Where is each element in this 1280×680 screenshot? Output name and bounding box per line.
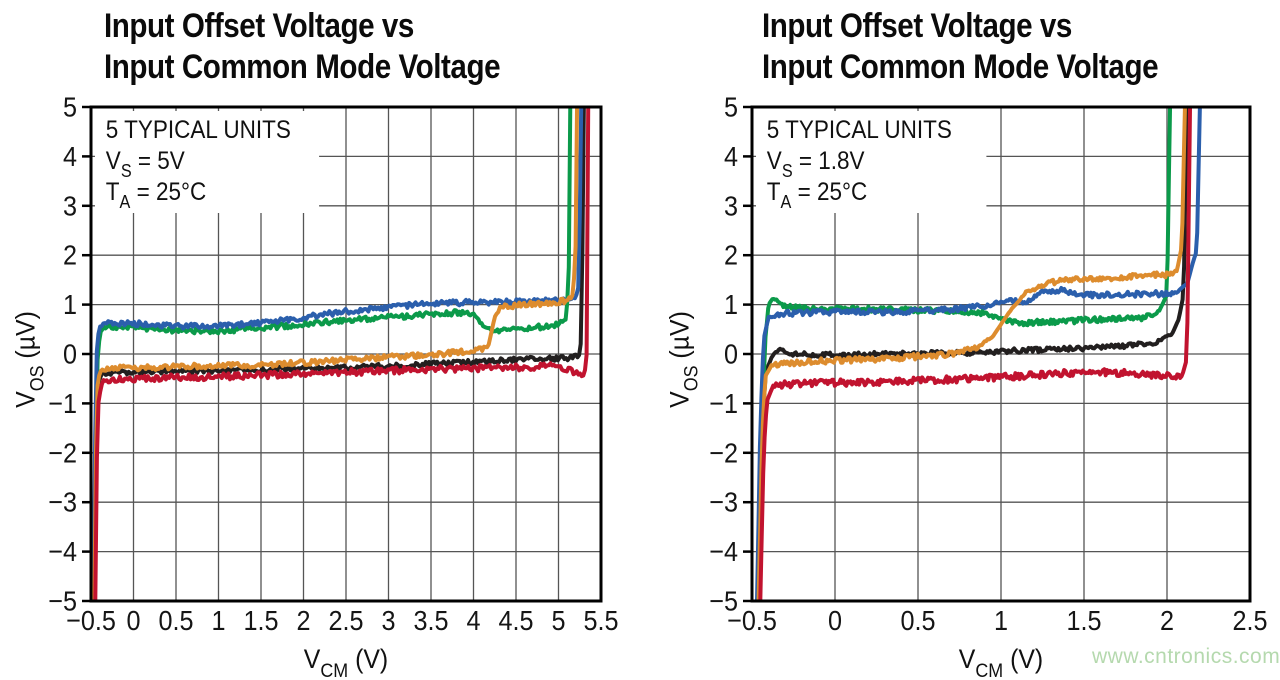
svg-text:5: 5 xyxy=(63,91,77,123)
svg-text:−0.5: −0.5 xyxy=(727,605,777,637)
chart-vs1p8: Input Offset Voltage vs Input Common Mod… xyxy=(640,0,1280,680)
svg-text:2.5: 2.5 xyxy=(1232,605,1267,637)
svg-text:−2: −2 xyxy=(709,437,738,469)
svg-text:−1: −1 xyxy=(48,388,77,420)
chart-title-line2: Input Common Mode Voltage xyxy=(762,48,1159,86)
y-axis-label: VOS (µV) xyxy=(664,311,703,408)
svg-text:2: 2 xyxy=(1160,605,1174,637)
svg-text:4: 4 xyxy=(63,141,77,173)
svg-text:−5: −5 xyxy=(48,585,77,617)
conditions-annotation: 5 TYPICAL UNITS VS = 5V TA = 25°C xyxy=(95,111,320,213)
svg-text:1: 1 xyxy=(994,605,1008,637)
svg-text:1.5: 1.5 xyxy=(1066,605,1101,637)
svg-text:2: 2 xyxy=(724,239,738,271)
svg-text:5.5: 5.5 xyxy=(583,605,618,637)
svg-text:−5: −5 xyxy=(709,585,738,617)
svg-text:2.5: 2.5 xyxy=(328,605,363,637)
chart-title: Input Offset Voltage vs Input Common Mod… xyxy=(104,6,501,88)
svg-text:0: 0 xyxy=(63,338,77,370)
chart-title-line1: Input Offset Voltage vs xyxy=(104,7,414,45)
svg-text:2: 2 xyxy=(63,239,77,271)
svg-text:3.5: 3.5 xyxy=(413,605,448,637)
svg-text:0.5: 0.5 xyxy=(158,605,193,637)
conditions-annotation: 5 TYPICAL UNITS VS = 1.8V TA = 25°C xyxy=(756,111,987,213)
plot-area: 5 4 3 2 1 0 −1 −2 −3 −4 −5−0.5 0 0.5 1 1.5 2 2.5 3 3.5 4 4.5… xyxy=(48,91,618,637)
svg-text:3: 3 xyxy=(381,605,395,637)
y-axis-label: VOS (µV) xyxy=(10,311,49,408)
chart-title-line1: Input Offset Voltage vs xyxy=(762,7,1072,45)
chart-title: Input Offset Voltage vs Input Common Mod… xyxy=(762,6,1159,88)
svg-text:0: 0 xyxy=(126,605,140,637)
svg-text:0: 0 xyxy=(724,338,738,370)
svg-text:5: 5 xyxy=(551,605,565,637)
svg-text:−2: −2 xyxy=(48,437,77,469)
x-axis-label: VCM (V) xyxy=(958,644,1044,680)
svg-text:3: 3 xyxy=(724,190,738,222)
svg-text:1: 1 xyxy=(724,289,738,321)
svg-text:5: 5 xyxy=(724,91,738,123)
svg-text:4.5: 4.5 xyxy=(498,605,533,637)
svg-text:0.5: 0.5 xyxy=(900,605,935,637)
svg-text:1: 1 xyxy=(63,289,77,321)
watermark: www.cntronics.com xyxy=(1092,645,1280,668)
svg-text:−4: −4 xyxy=(709,536,738,568)
svg-text:−4: −4 xyxy=(48,536,77,568)
svg-text:3: 3 xyxy=(63,190,77,222)
chart-title-line2: Input Common Mode Voltage xyxy=(104,48,501,86)
svg-text:4: 4 xyxy=(466,605,480,637)
plot-area: 5 4 3 2 1 0 −1 −2 −3 −4 −5−0.5 0 0.5 1 1.5 2 2.5 xyxy=(709,91,1267,637)
svg-text:2: 2 xyxy=(296,605,310,637)
x-axis-label: VCM (V) xyxy=(303,644,389,680)
svg-text:1: 1 xyxy=(211,605,225,637)
svg-text:−0.5: −0.5 xyxy=(66,605,116,637)
svg-text:4: 4 xyxy=(724,141,738,173)
svg-text:−3: −3 xyxy=(48,486,77,518)
svg-text:−3: −3 xyxy=(709,486,738,518)
svg-text:0: 0 xyxy=(828,605,842,637)
svg-text:−1: −1 xyxy=(709,388,738,420)
svg-text:1.5: 1.5 xyxy=(243,605,278,637)
chart-vs5: Input Offset Voltage vs Input Common Mod… xyxy=(10,6,619,680)
